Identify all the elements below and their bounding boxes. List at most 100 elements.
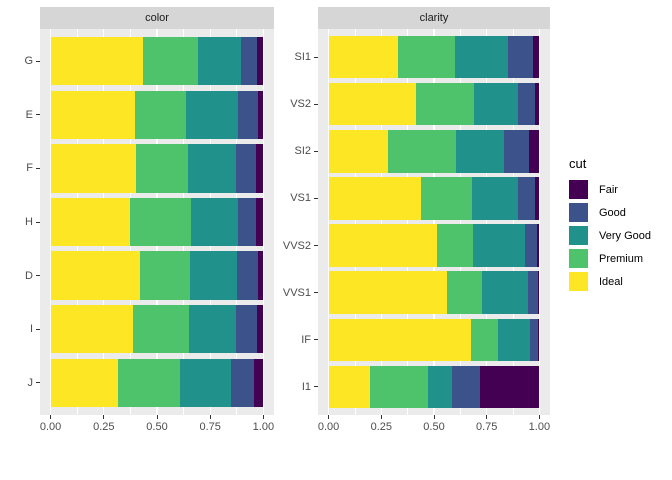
gridline-major [49,29,52,415]
gridline-major [433,29,435,415]
x-tick-mark [328,415,330,419]
facet-strip-clarity: clarity [318,7,550,29]
bar-segment-Premium [142,37,198,86]
bar-segment-Ideal [328,365,371,408]
bar-segment-Very Good [473,224,525,267]
bar-segment-Very Good [186,90,239,139]
bar-segment-Very Good [190,197,238,247]
y-tick-mark [36,382,40,384]
legend-key-swatch [569,226,588,245]
bar-segment-Ideal [50,197,131,247]
bar-segment-Good [452,365,480,408]
legend: cut Fair Good Very Good Premium Ideal [569,156,651,295]
bar-segment-Very Good [189,251,238,300]
x-tick-mark [50,415,52,419]
bar-segment-Ideal [328,130,389,173]
facet-strip-label: color [145,12,169,24]
gridline-minor [512,29,514,415]
bar-segment-Good [518,83,535,126]
x-tick-mark [103,415,105,419]
y-tick-mark [36,60,40,62]
gridline-minor [407,29,408,415]
bar-segment-Ideal [328,271,447,314]
bar-I [50,305,264,354]
y-tick-mark [36,221,40,223]
bar-segment-Good [238,90,259,139]
bar-segment-Fair [534,83,540,126]
bar-segment-Fair [479,365,540,408]
y-axis-label: VVS2 [282,239,311,252]
gridline-minor [460,29,461,415]
bar-segment-Premium [388,130,456,173]
bar-segment-Premium [135,90,187,139]
bar-segment-Good [529,318,539,361]
bar-F [50,144,264,193]
panel-clarity [318,29,550,415]
x-axis-tick-label: 0.25 [370,421,392,433]
bar-IF [328,318,540,361]
legend-entry-label: Good [599,206,626,219]
bar-segment-Very Good [188,305,237,354]
bar-segment-Premium [437,224,474,267]
bar-segment-Fair [257,37,264,86]
bar-segment-Good [237,197,256,247]
bar-VS1 [328,177,540,220]
facet-strip-label: clarity [419,12,449,24]
gridline-major [262,29,265,415]
bar-segment-Premium [415,83,474,126]
y-tick-mark [314,292,318,294]
y-tick-mark [314,245,318,247]
bar-segment-Fair [255,197,264,247]
y-tick-mark [314,56,318,58]
bar-segment-Very Good [428,365,453,408]
y-tick-mark [314,150,318,152]
bar-segment-Very Good [455,36,508,79]
x-axis-tick-label: 0.25 [93,421,115,433]
bar-VVS2 [328,224,540,267]
bar-segment-Premium [135,144,188,193]
legend-title: cut [569,156,587,171]
legend-entry-very-good: Very Good [569,226,651,245]
y-axis-label: I1 [301,380,311,393]
bar-segment-Good [507,36,533,79]
bar-segment-Good [524,224,537,267]
bar-segment-Ideal [328,318,472,361]
bar-segment-Good [231,358,255,407]
bar-segment-Ideal [328,224,438,267]
bar-segment-Very Good [179,358,232,407]
bar-segment-Fair [528,130,540,173]
bar-segment-Ideal [50,90,136,139]
legend-entry-premium: Premium [569,249,651,268]
y-tick-mark [36,167,40,169]
y-tick-mark [314,103,318,105]
bar-VVS1 [328,271,540,314]
y-axis-label: IF [301,333,311,346]
bar-segment-Fair [538,318,540,361]
bar-segment-Good [236,305,257,354]
bar-SI2 [328,130,540,173]
y-axis-label: SI2 [294,145,311,158]
bar-D [50,251,264,300]
bar-segment-Ideal [50,37,143,86]
x-axis-tick-label: 0.75 [475,421,498,433]
y-axis-label: J [27,376,34,389]
gridline-major [327,29,330,415]
y-tick-mark [314,197,318,199]
legend-entry-label: Fair [599,183,618,196]
x-axis-tick-label: 0.00 [317,421,340,433]
bar-segment-Fair [258,90,264,139]
x-axis-tick-label: 1.00 [252,421,275,433]
y-axis-label: F [26,162,33,175]
legend-entry-ideal: Ideal [569,272,651,291]
x-tick-mark [486,415,488,419]
bar-H [50,197,264,247]
bar-segment-Very Good [498,318,530,361]
y-axis-label: H [25,216,33,228]
legend-key-swatch [569,272,588,291]
bar-segment-Premium [471,318,499,361]
bar-segment-Ideal [328,36,398,79]
bar-segment-Premium [421,177,473,220]
y-axis-label: I [29,323,33,336]
bar-VS2 [328,83,540,126]
